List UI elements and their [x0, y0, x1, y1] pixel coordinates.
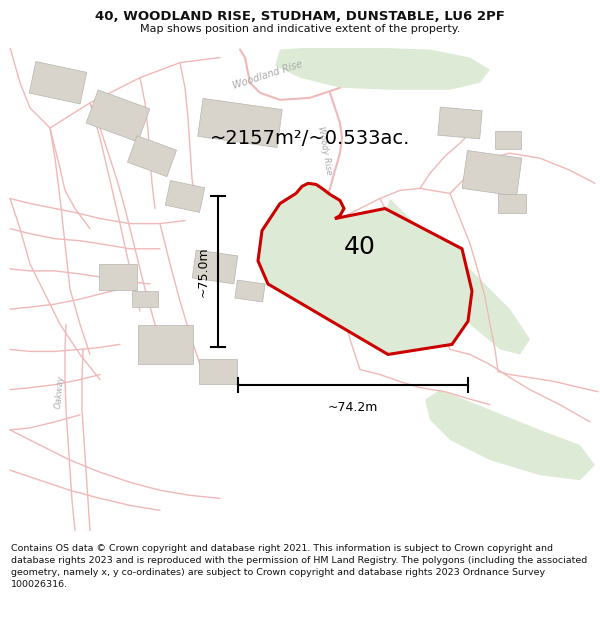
Polygon shape	[498, 194, 526, 213]
Polygon shape	[235, 280, 265, 302]
Polygon shape	[165, 181, 205, 213]
Polygon shape	[198, 99, 282, 148]
Text: Contains OS data © Crown copyright and database right 2021. This information is : Contains OS data © Crown copyright and d…	[11, 544, 587, 589]
Polygon shape	[462, 151, 522, 196]
Text: ~75.0m: ~75.0m	[197, 247, 209, 298]
Polygon shape	[258, 183, 472, 354]
Polygon shape	[495, 131, 521, 149]
Text: ~2157m²/~0.533ac.: ~2157m²/~0.533ac.	[210, 129, 410, 148]
Polygon shape	[29, 61, 87, 104]
Text: 40, WOODLAND RISE, STUDHAM, DUNSTABLE, LU6 2PF: 40, WOODLAND RISE, STUDHAM, DUNSTABLE, L…	[95, 9, 505, 22]
Polygon shape	[86, 90, 150, 142]
Polygon shape	[137, 325, 193, 364]
Text: Woodland Rise: Woodland Rise	[232, 59, 304, 91]
Polygon shape	[192, 250, 238, 284]
Text: Oakway: Oakway	[54, 374, 66, 409]
Text: ~74.2m: ~74.2m	[328, 401, 378, 414]
Polygon shape	[199, 359, 237, 384]
Text: 40: 40	[344, 235, 376, 259]
Polygon shape	[99, 264, 137, 289]
Polygon shape	[132, 291, 158, 307]
Text: Map shows position and indicative extent of the property.: Map shows position and indicative extent…	[140, 24, 460, 34]
Polygon shape	[127, 136, 176, 177]
Polygon shape	[425, 389, 595, 480]
Polygon shape	[438, 107, 482, 139]
Polygon shape	[275, 48, 490, 90]
Text: Woody Rise: Woody Rise	[316, 125, 334, 175]
Polygon shape	[385, 199, 530, 354]
